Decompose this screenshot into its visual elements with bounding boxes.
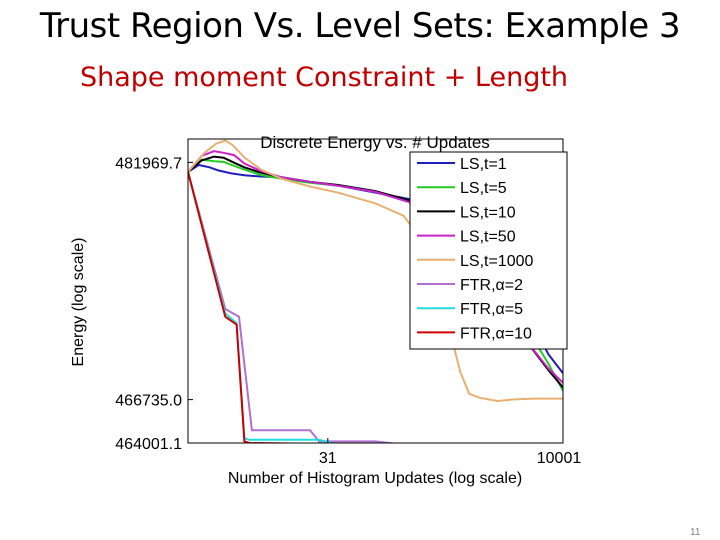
y-tick-label: 481969.7 xyxy=(115,155,182,172)
y-tick-label: 464001.1 xyxy=(115,436,182,453)
legend-label-ftr-alpha-2: FTR,α=2 xyxy=(460,277,523,294)
slide-title: Trust Region Vs. Level Sets: Example 3 xyxy=(39,6,681,46)
x-tick-label: 10001 xyxy=(537,450,582,467)
tick-layer: 31 10001 481969.7 466735.0 464001.1 xyxy=(115,155,581,467)
y-axis-label: Energy (log scale) xyxy=(70,238,87,367)
slide-subtitle: Shape moment Constraint + Length xyxy=(80,62,569,93)
x-axis-label: Number of Histogram Updates (log scale) xyxy=(228,470,522,487)
legend-label-ftr-alpha-10: FTR,α=10 xyxy=(460,325,532,342)
series-line-ftr-alpha-2 xyxy=(188,171,399,443)
legend: LS,t=1 LS,t=5 LS,t=10 LS,t=50 LS,t=1000 FTR,α… xyxy=(409,151,568,350)
series-line-ls-t-1000 xyxy=(188,139,563,403)
legend-label-ls-t-1000: LS,t=1000 xyxy=(460,253,534,270)
legend-box xyxy=(409,151,568,350)
legend-label-ls-t-10: LS,t=10 xyxy=(460,204,516,221)
y-tick-label: 466735.0 xyxy=(115,393,182,410)
legend-label-ls-t-50: LS,t=50 xyxy=(460,229,516,246)
series-line-ftr-alpha-10 xyxy=(188,171,329,443)
legend-label-ls-t-1: LS,t=1 xyxy=(460,156,507,173)
page-number: 11 xyxy=(690,527,701,538)
x-tick-label: 31 xyxy=(319,450,337,467)
legend-label-ftr-alpha-5: FTR,α=5 xyxy=(460,301,523,318)
series-line-ftr-alpha-5 xyxy=(188,171,336,443)
chart-title: Discrete Energy vs. # Updates xyxy=(260,133,490,152)
legend-label-ls-t-5: LS,t=5 xyxy=(460,180,507,197)
